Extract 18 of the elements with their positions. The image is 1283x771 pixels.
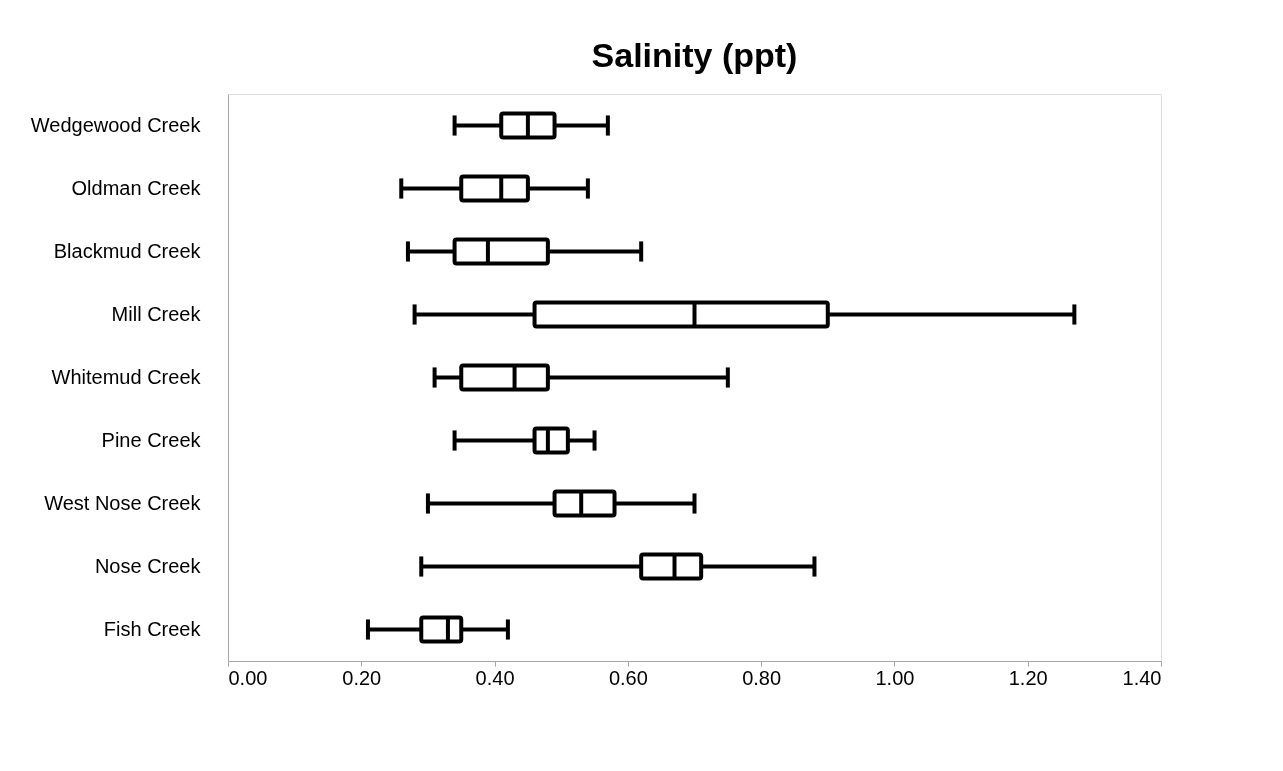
- x-tick-label: 0.60: [608, 666, 648, 689]
- x-tick-label: 0.00: [228, 666, 268, 689]
- y-tick-label: Whitemud Creek: [51, 366, 202, 388]
- y-tick-label: Pine Creek: [101, 429, 202, 451]
- y-tick-label: Blackmud Creek: [53, 240, 202, 262]
- x-tick-label: 0.20: [342, 666, 382, 689]
- x-tick-label: 0.40: [475, 666, 515, 689]
- y-tick-label: Mill Creek: [111, 303, 202, 325]
- x-tick-label: 1.20: [1008, 666, 1048, 689]
- x-tick-label: 1.00: [875, 666, 915, 689]
- y-tick-label: Oldman Creek: [71, 177, 202, 199]
- y-tick-label: West Nose Creek: [44, 492, 202, 514]
- y-tick-label: Nose Creek: [94, 555, 202, 577]
- y-tick-label: Fish Creek: [103, 618, 202, 640]
- x-tick-label: 0.80: [742, 666, 782, 689]
- x-tick-label: 1.40: [1122, 666, 1162, 689]
- chart-title: Salinity (ppt): [591, 36, 798, 74]
- y-tick-label: Wedgewood Creek: [30, 114, 202, 136]
